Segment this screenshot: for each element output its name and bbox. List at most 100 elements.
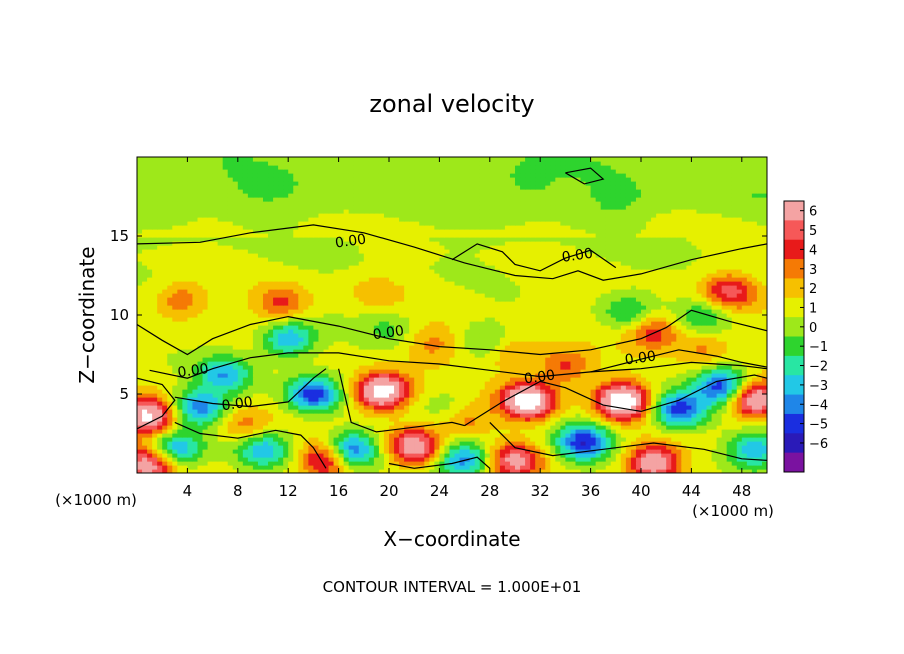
heatmap-cell (424, 325, 430, 330)
heatmap-cell (535, 453, 541, 458)
heatmap-cell (152, 341, 158, 346)
heatmap-cell (635, 361, 642, 366)
heatmap-cell (363, 349, 370, 354)
heatmap-cell (625, 417, 632, 422)
heatmap-cell (338, 345, 345, 350)
heatmap-cell (323, 409, 330, 414)
heatmap-cell (681, 373, 687, 378)
heatmap-cell (227, 369, 234, 374)
heatmap-cell (676, 465, 682, 470)
heatmap-cell (545, 385, 551, 390)
heatmap-cell (595, 421, 602, 426)
heatmap-cell (389, 381, 395, 386)
heatmap-cell (318, 441, 325, 446)
heatmap-cell (630, 373, 637, 378)
heatmap-cell (212, 361, 219, 366)
heatmap-cell (323, 365, 330, 370)
heatmap-cell (404, 329, 410, 334)
heatmap-cell (283, 341, 289, 346)
heatmap-cell (575, 409, 582, 414)
heatmap-cell (257, 345, 264, 350)
heatmap-cell (162, 361, 168, 366)
heatmap-cell (671, 373, 677, 378)
heatmap-cell (207, 341, 214, 346)
heatmap-cell (147, 445, 153, 450)
heatmap-cell (615, 461, 622, 466)
heatmap-cell (227, 333, 234, 338)
heatmap-cell (434, 333, 440, 338)
heatmap-cell (671, 389, 677, 394)
heatmap-cell (343, 365, 350, 370)
heatmap-cell (313, 329, 320, 334)
heatmap-cell (701, 329, 708, 334)
heatmap-cell (373, 325, 380, 330)
heatmap-cell (142, 333, 148, 338)
heatmap-cell (227, 417, 234, 422)
heatmap-cell (338, 425, 345, 430)
heatmap-cell (520, 393, 526, 398)
heatmap-cell (454, 353, 461, 358)
heatmap-cell (358, 345, 365, 350)
heatmap-cell (666, 389, 672, 394)
heatmap-cell (207, 429, 214, 434)
heatmap-cell (701, 317, 708, 322)
heatmap-cell (353, 461, 360, 466)
heatmap-cell (283, 449, 289, 454)
heatmap-cell (273, 357, 279, 362)
heatmap-cell (741, 341, 748, 346)
heatmap-cell (318, 421, 325, 426)
heatmap-cell (242, 461, 249, 466)
heatmap-cell (157, 329, 163, 334)
heatmap-cell (288, 329, 294, 334)
heatmap-cell (716, 389, 723, 394)
heatmap-cell (615, 353, 622, 358)
heatmap-cell (323, 325, 330, 330)
heatmap-cell (409, 401, 415, 406)
heatmap-cell (751, 445, 758, 450)
heatmap-cell (535, 405, 541, 410)
heatmap-cell (197, 349, 204, 354)
heatmap-cell (484, 397, 491, 402)
heatmap-cell (439, 397, 446, 402)
heatmap-cell (630, 397, 637, 402)
heatmap-cell (504, 381, 511, 386)
heatmap-cell (232, 465, 239, 470)
heatmap-cell (368, 377, 375, 382)
heatmap-cell (283, 413, 289, 418)
heatmap-cell (424, 353, 430, 358)
heatmap-cell (202, 389, 209, 394)
heatmap-cell (651, 329, 657, 334)
heatmap-cell (610, 457, 617, 462)
heatmap-cell (207, 445, 214, 450)
heatmap-cell (570, 393, 577, 398)
heatmap-cell (273, 389, 279, 394)
heatmap-cell (726, 361, 733, 366)
heatmap-cell (630, 333, 637, 338)
heatmap-cell (212, 329, 219, 334)
heatmap-cell (711, 365, 718, 370)
heatmap-cell (429, 389, 435, 394)
heatmap-cell (313, 381, 320, 386)
heatmap-cell (182, 349, 188, 354)
heatmap-cell (469, 317, 476, 322)
heatmap-cell (565, 325, 572, 330)
heatmap-cell (247, 361, 254, 366)
heatmap-cell (187, 381, 194, 386)
heatmap-cell (247, 357, 254, 362)
heatmap-cell (464, 313, 471, 318)
heatmap-cell (686, 377, 692, 382)
heatmap-cell (565, 369, 572, 374)
heatmap-cell (535, 417, 541, 422)
heatmap-cell (263, 457, 269, 462)
heatmap-cell (308, 437, 314, 442)
heatmap-cell (520, 377, 526, 382)
heatmap-cell (530, 453, 536, 458)
heatmap-cell (268, 437, 274, 442)
heatmap-cell (520, 325, 526, 330)
heatmap-cell (257, 449, 264, 454)
heatmap-cell (509, 381, 516, 386)
heatmap-cell (182, 441, 188, 446)
heatmap-cell (484, 341, 491, 346)
heatmap-cell (142, 429, 148, 434)
heatmap-cell (399, 413, 405, 418)
